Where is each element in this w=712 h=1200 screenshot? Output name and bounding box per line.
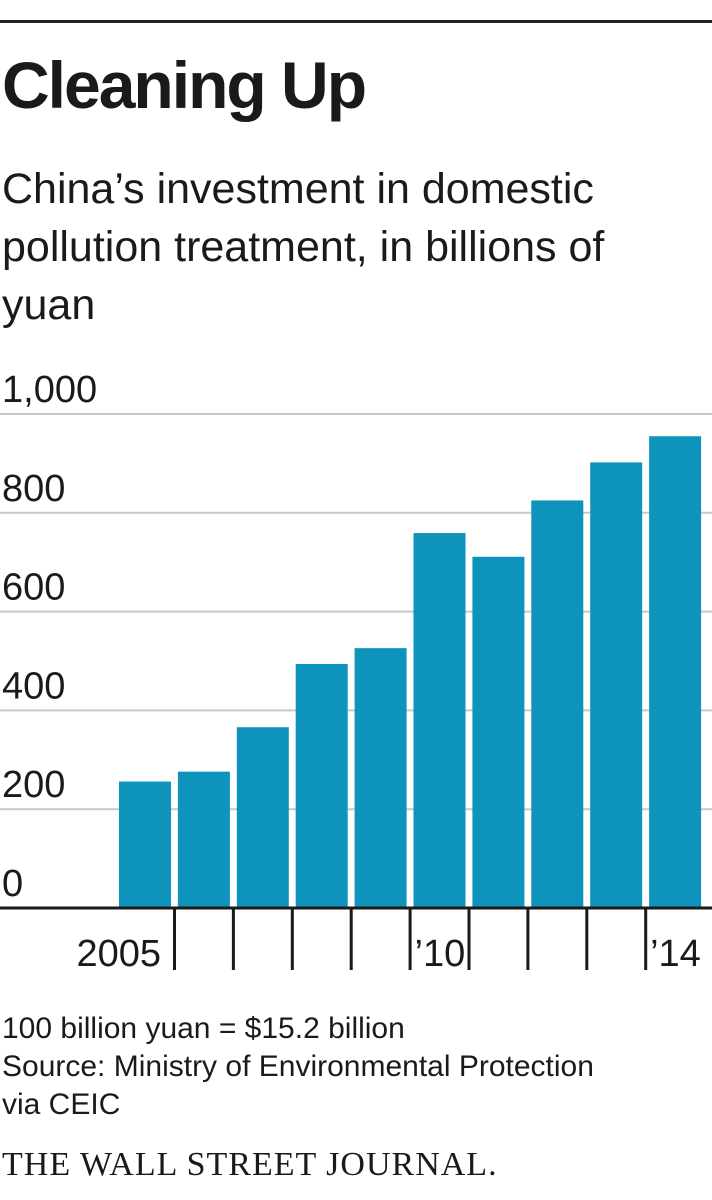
y-axis-ticks: 0 200 400 600 800 1,000 — [2, 369, 97, 905]
chart-title: Cleaning Up — [2, 48, 367, 122]
y-tick-label: 800 — [2, 468, 65, 510]
bars — [119, 436, 702, 908]
bar-2013 — [590, 462, 643, 908]
y-tick-label: 400 — [2, 665, 65, 707]
x-tick-label: ’14 — [650, 933, 701, 975]
bar-2005 — [119, 781, 171, 908]
x-tick-label: ’10 — [415, 933, 466, 975]
publisher-logo: THE WALL STREET JOURNAL. — [2, 1146, 498, 1183]
y-tick-label: 0 — [2, 863, 23, 905]
chart-subtitle: China’s investment in domestic pollution… — [2, 165, 605, 329]
top-rule — [0, 20, 712, 23]
bar-2009 — [354, 648, 407, 908]
bar-2014 — [649, 436, 702, 908]
x-axis: 2005 ’10 ’14 — [0, 906, 712, 975]
conversion-note: 100 billion yuan = $15.2 billion — [2, 1012, 405, 1045]
y-tick-label: 200 — [2, 764, 65, 806]
bar-2007 — [236, 727, 289, 908]
y-tick-label: 1,000 — [2, 369, 97, 411]
bar-2010 — [413, 533, 466, 908]
bar-2012 — [531, 500, 584, 908]
bar-chart: 0 200 400 600 800 1,000 2005 ’10 ’14 — [0, 369, 712, 975]
source-note: Source: Ministry of Environmental Protec… — [2, 1050, 594, 1121]
bar-2008 — [295, 663, 348, 908]
bar-2006 — [177, 771, 230, 908]
bar-2011 — [472, 556, 525, 908]
y-tick-label: 600 — [2, 567, 65, 609]
x-tick-label: 2005 — [76, 933, 161, 975]
